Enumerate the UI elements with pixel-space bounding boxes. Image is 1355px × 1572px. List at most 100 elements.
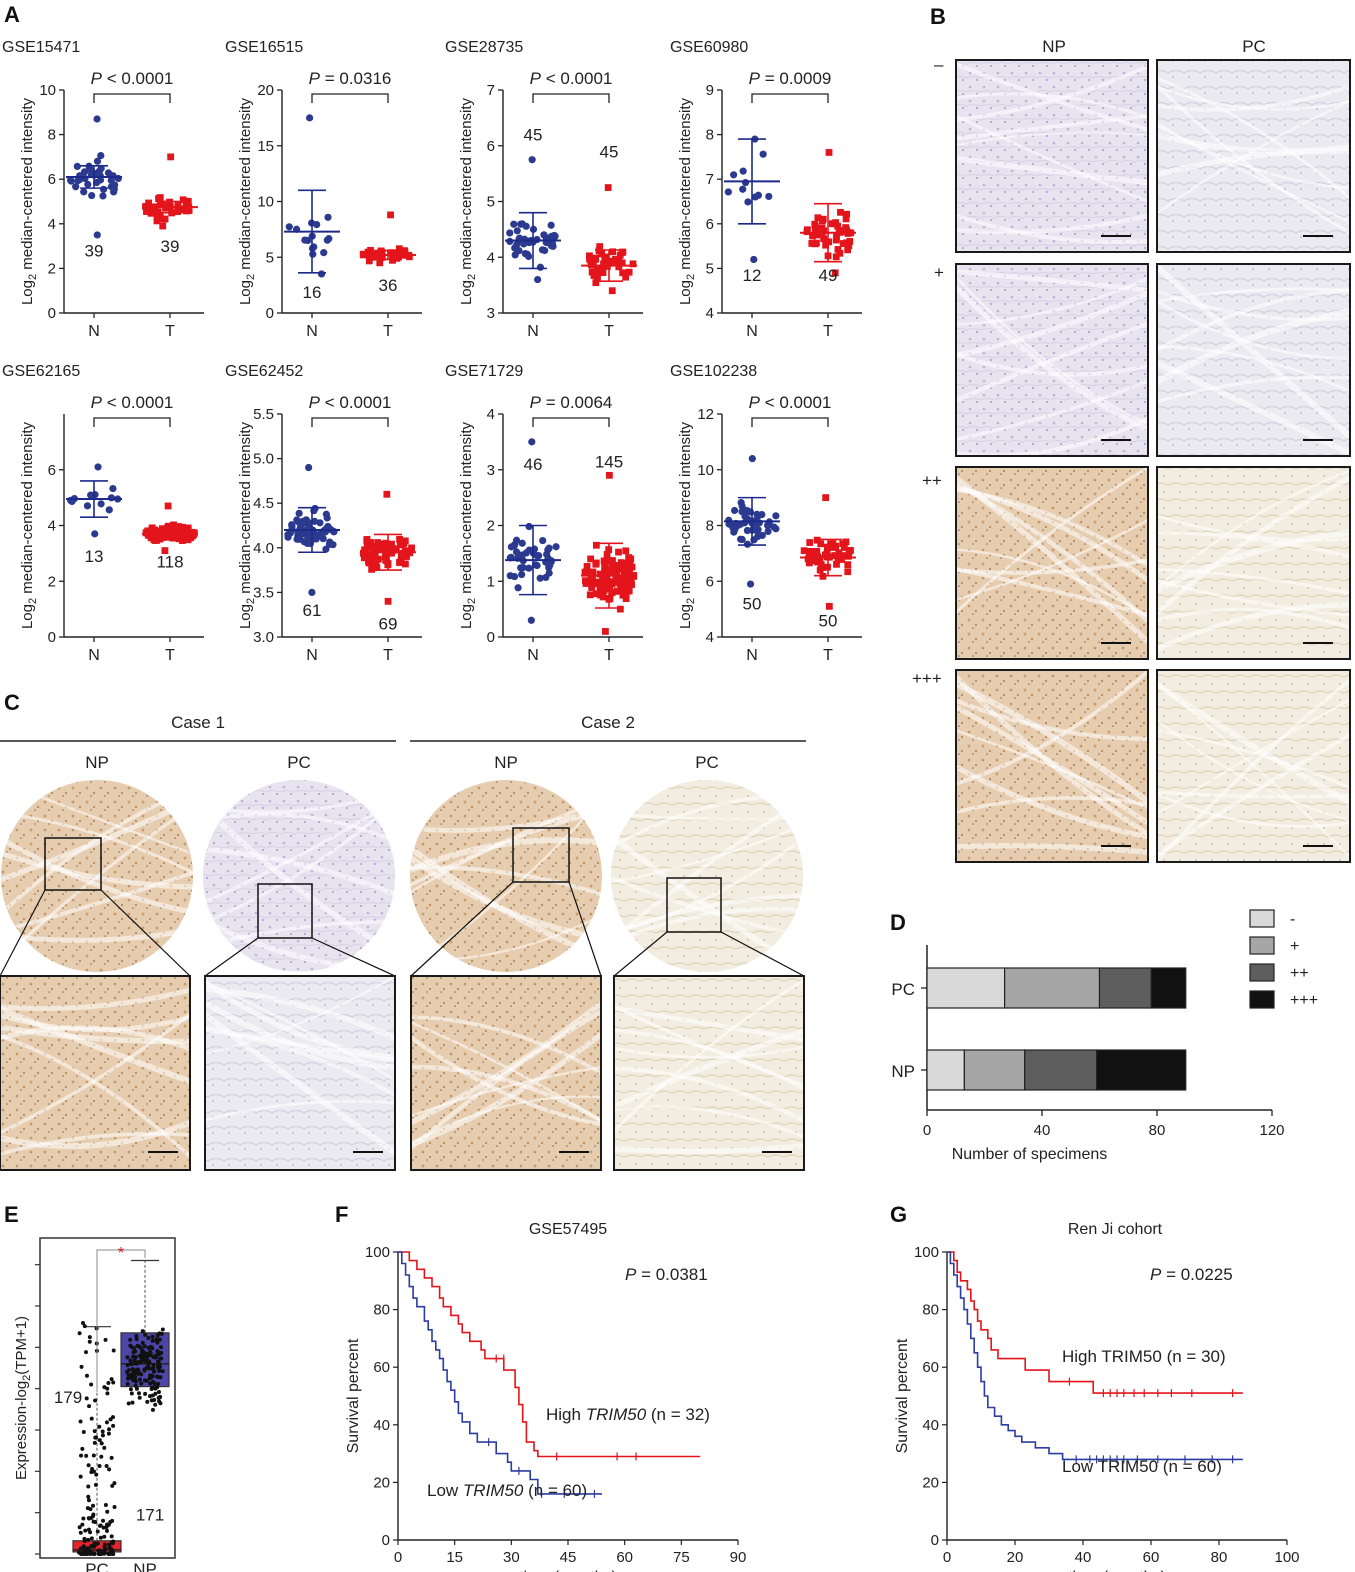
- data-point: [128, 1373, 133, 1378]
- data-point-normal: [730, 528, 738, 536]
- tissue-strand: [956, 114, 1148, 203]
- sample-count-label: 61: [303, 601, 322, 620]
- data-point: [150, 1334, 155, 1339]
- tissue-strand: [205, 979, 395, 1061]
- y-tick-label: 8: [706, 127, 714, 144]
- data-point-tumor: [599, 593, 607, 601]
- data-point-normal: [528, 156, 536, 164]
- data-point-tumor: [589, 568, 597, 576]
- zoom-connector: [613, 931, 668, 977]
- data-point-normal: [536, 263, 545, 271]
- tissue-texture: [956, 264, 1148, 456]
- tma-core-0: [1, 780, 193, 972]
- significance-bracket: [93, 417, 171, 427]
- data-point-tumor: [365, 257, 373, 265]
- data-point: [158, 1356, 163, 1361]
- data-point-tumor: [184, 536, 192, 544]
- ihc-image-frame: [1156, 466, 1351, 660]
- x-tick-label: 100: [1274, 1549, 1299, 1566]
- tissue-strand: [411, 1064, 601, 1123]
- data-point-tumor: [592, 541, 600, 549]
- x-tick-label: N: [527, 647, 539, 664]
- data-point-normal: [66, 176, 75, 184]
- y-tick-label: 3: [487, 305, 495, 322]
- data-point: [144, 1378, 149, 1383]
- x-tick-label: N: [306, 647, 318, 664]
- data-point: [92, 1551, 97, 1556]
- data-point: [89, 1416, 94, 1421]
- y-tick-label: 4: [48, 518, 56, 535]
- data-point-tumor: [377, 540, 385, 548]
- data-point-tumor: [836, 249, 844, 257]
- y-tick-label: 10: [697, 462, 714, 479]
- data-point-tumor: [819, 217, 826, 225]
- data-point-normal: [80, 188, 88, 196]
- ihc-image-r1c0: [956, 264, 1148, 456]
- y-tick-label: 6: [48, 171, 56, 188]
- data-point-tumor: [381, 543, 389, 551]
- data-point-tumor: [625, 587, 633, 595]
- data-point: [148, 1375, 153, 1380]
- data-point-tumor: [814, 231, 822, 239]
- data-point-tumor: [381, 553, 389, 561]
- zoom-connector: [720, 931, 805, 977]
- data-point-tumor: [397, 541, 404, 549]
- data-point-tumor: [592, 590, 600, 598]
- tissue-strand: [1157, 733, 1350, 857]
- data-point-tumor: [602, 253, 609, 261]
- y-axis-label: Survival percent: [894, 1338, 911, 1453]
- data-point-normal: [295, 509, 303, 517]
- data-point: [82, 1538, 87, 1543]
- data-point-tumor: [816, 566, 824, 574]
- y-tick-label: 5: [706, 260, 714, 277]
- data-point-tumor: [164, 502, 172, 510]
- significance-star: *: [118, 1245, 124, 1262]
- data-point-tumor: [143, 208, 150, 215]
- tissue-strand: [614, 1143, 804, 1155]
- y-axis-label: Log2 median-centered intensity: [237, 97, 257, 305]
- data-point-normal: [514, 584, 522, 592]
- data-point-tumor: [588, 584, 596, 591]
- data-point: [159, 1331, 164, 1336]
- data-point: [95, 1541, 100, 1546]
- data-point-normal: [99, 192, 107, 200]
- data-point: [134, 1333, 139, 1338]
- data-point-normal: [313, 221, 321, 229]
- data-point: [158, 1375, 163, 1380]
- tissue-strand: [956, 290, 1148, 359]
- x-tick-label: T: [165, 647, 175, 664]
- data-point-normal: [97, 500, 105, 508]
- data-point-tumor: [392, 546, 400, 554]
- data-point-tumor: [594, 274, 601, 282]
- data-point-tumor: [147, 209, 155, 217]
- data-point-tumor: [618, 259, 626, 267]
- data-point-tumor: [608, 580, 616, 588]
- x-tick-label: N: [746, 323, 758, 340]
- tissue-strand: [956, 213, 1148, 244]
- ihc-image-frame: [955, 466, 1149, 660]
- data-point: [150, 1366, 155, 1371]
- tissue-strand: [1157, 682, 1350, 858]
- x-tick-label: 120: [1259, 1122, 1284, 1139]
- data-point: [127, 1368, 132, 1373]
- bar-segment-np-2: [1024, 1049, 1098, 1091]
- tissue-strand: [1157, 287, 1350, 303]
- data-point: [111, 1380, 116, 1385]
- data-point-normal: [83, 502, 92, 510]
- data-point: [139, 1372, 144, 1377]
- data-point-tumor: [183, 528, 190, 536]
- data-point-normal: [539, 536, 547, 545]
- bar-segment-np-3: [1096, 1049, 1187, 1091]
- data-point-tumor: [361, 546, 368, 554]
- data-point: [155, 1333, 160, 1338]
- data-point-tumor: [825, 149, 833, 156]
- data-point-tumor: [840, 544, 848, 551]
- data-point: [107, 1467, 112, 1472]
- tissue-strand: [956, 704, 1148, 826]
- data-point-tumor: [177, 531, 184, 539]
- data-point-tumor: [156, 200, 164, 208]
- data-point-normal: [510, 220, 518, 228]
- tissue-strand: [205, 1027, 395, 1097]
- data-point-tumor: [610, 562, 618, 570]
- p-value-label: P = 0.0225: [1150, 1265, 1233, 1284]
